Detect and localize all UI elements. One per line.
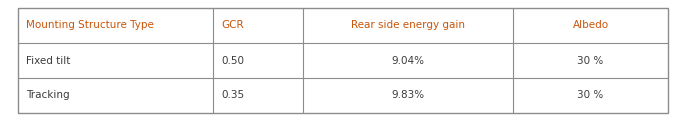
Text: 9.04%: 9.04% xyxy=(392,56,424,66)
Text: 0.50: 0.50 xyxy=(221,56,244,66)
Text: Fixed tilt: Fixed tilt xyxy=(26,56,70,66)
Text: 30 %: 30 % xyxy=(577,56,604,66)
Text: Mounting Structure Type: Mounting Structure Type xyxy=(26,20,154,30)
Bar xyxy=(18,8,668,113)
Text: GCR: GCR xyxy=(221,20,243,30)
Text: 30 %: 30 % xyxy=(577,90,604,101)
Text: Rear side energy gain: Rear side energy gain xyxy=(351,20,465,30)
Text: Albedo: Albedo xyxy=(573,20,609,30)
Text: 0.35: 0.35 xyxy=(221,90,244,101)
Text: 9.83%: 9.83% xyxy=(392,90,424,101)
Text: Tracking: Tracking xyxy=(26,90,69,101)
